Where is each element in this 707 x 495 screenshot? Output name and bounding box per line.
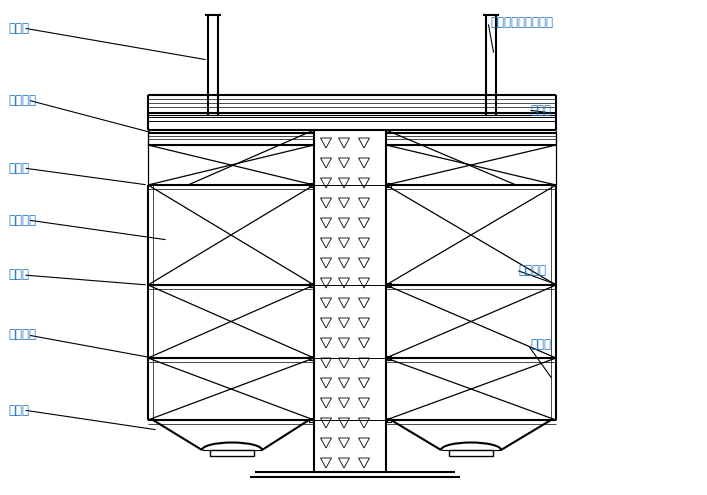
- Bar: [210, 450, 254, 456]
- Bar: [449, 450, 493, 456]
- Bar: [309, 283, 313, 287]
- Bar: [309, 183, 313, 187]
- Text: 吊　环: 吊 环: [530, 103, 551, 116]
- Text: 护　栏: 护 栏: [8, 21, 29, 35]
- Text: 模　板: 模 板: [8, 403, 29, 416]
- Text: 拉　环: 拉 环: [8, 268, 29, 282]
- Bar: [387, 283, 391, 287]
- Bar: [387, 418, 391, 422]
- Text: 安全网: 安全网: [530, 339, 551, 351]
- Text: 拆模吊篮: 拆模吊篮: [8, 329, 36, 342]
- Text: 斜拉索具: 斜拉索具: [8, 213, 36, 227]
- Text: 对拉螺栓: 对拉螺栓: [518, 263, 546, 277]
- Text: 对拉螺栓砼空心支管: 对拉螺栓砼空心支管: [490, 15, 553, 29]
- Text: 拉　环: 拉 环: [8, 161, 29, 175]
- Bar: [309, 356, 313, 360]
- Bar: [309, 418, 313, 422]
- Bar: [387, 183, 391, 187]
- Text: 三角支架: 三角支架: [8, 94, 36, 106]
- Bar: [387, 356, 391, 360]
